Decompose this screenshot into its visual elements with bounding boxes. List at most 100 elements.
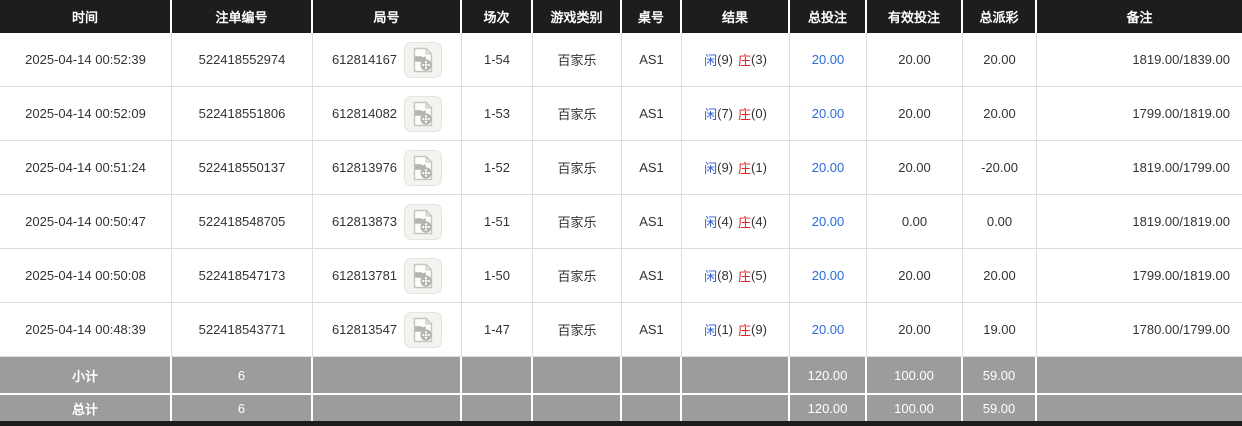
header-cell-total-bet: 总投注 [790,0,867,33]
video-file-icon [413,208,433,234]
cell-total-payout: 20.00 [963,87,1037,140]
result-player-points: (8) [717,268,733,283]
total-bet-link[interactable]: 20.00 [811,52,845,67]
table-header: 时间 注单编号 局号 场次 游戏类别 桌号 结果 总投注 有效投注 总派彩 备注 [0,0,1242,33]
subtotal-cell-empty [313,357,462,393]
cell-table-no: AS1 [622,303,682,356]
cell-time: 2025-04-14 00:50:47 [0,195,172,248]
round-id-text: 612813976 [331,160,398,175]
cell-remark: 1819.00/1839.00 [1132,52,1230,67]
cell-result: 闲 (9) 庄 (3) [682,33,790,86]
cell-session: 1-47 [462,303,533,356]
cell-bet-id: 522418552974 [172,33,313,86]
cell-session: 1-53 [462,87,533,140]
header-cell-valid-bet: 有效投注 [867,0,963,33]
total-bet-link[interactable]: 20.00 [811,268,845,283]
cell-session: 1-52 [462,141,533,194]
cell-total-bet: 20.00 [790,87,867,140]
result-player-label: 闲 [704,215,718,230]
video-replay-button[interactable] [404,203,443,240]
cell-round-id: 612813781 [313,249,462,302]
header-cell-total-payout: 总派彩 [963,0,1037,33]
video-replay-button[interactable] [404,257,443,294]
total-cell-empty [462,395,533,421]
cell-table-no: AS1 [622,195,682,248]
cell-total-payout: 19.00 [963,303,1037,356]
result-player-points: (4) [717,214,733,229]
cell-round-id: 612813873 [313,195,462,248]
table-row: 2025-04-14 00:50:47 522418548705 6128138… [0,195,1242,249]
video-replay-button[interactable] [404,41,443,78]
result-banker-label: 庄 [738,215,752,230]
result-banker-label: 庄 [738,107,752,122]
cell-bet-id: 522418551806 [172,87,313,140]
cell-remark: 1819.00/1819.00 [1132,214,1230,229]
result-banker-label: 庄 [738,323,752,338]
cell-result: 闲 (1) 庄 (9) [682,303,790,356]
cell-time: 2025-04-14 00:48:39 [0,303,172,356]
video-file-icon [413,154,433,180]
video-file-icon [413,100,433,126]
cell-total-payout: 20.00 [963,249,1037,302]
result-player-label: 闲 [704,53,718,68]
cell-valid-bet: 20.00 [867,87,963,140]
cell-valid-bet: 0.00 [867,195,963,248]
cell-session: 1-54 [462,33,533,86]
cell-valid-bet: 20.00 [867,303,963,356]
total-cell-empty [1037,395,1242,421]
result-player-points: (9) [717,52,733,67]
video-replay-button[interactable] [404,311,443,348]
cell-total-bet: 20.00 [790,33,867,86]
round-id-text: 612814167 [331,52,398,67]
round-id-text: 612813873 [331,214,398,229]
cell-total-bet: 20.00 [790,249,867,302]
video-replay-button[interactable] [404,95,443,132]
result-player-label: 闲 [704,323,718,338]
subtotal-cell-empty [462,357,533,393]
cell-table-no: AS1 [622,141,682,194]
result-player-label: 闲 [704,107,718,122]
total-bet-link[interactable]: 20.00 [811,322,845,337]
cell-remark: 1799.00/1819.00 [1132,106,1230,121]
video-replay-button[interactable] [404,149,443,186]
total-bet-link[interactable]: 20.00 [811,106,845,121]
result-banker-label: 庄 [738,53,752,68]
result-player-points: (9) [717,160,733,175]
header-cell-round-id: 局号 [313,0,462,33]
cell-remark: 1799.00/1819.00 [1132,268,1230,283]
cell-result: 闲 (8) 庄 (5) [682,249,790,302]
total-valid-bet: 100.00 [867,395,963,421]
result-banker-points: (9) [751,322,767,337]
cell-game-type: 百家乐 [533,87,622,140]
cell-table-no: AS1 [622,87,682,140]
total-cell-empty [533,395,622,421]
total-bet-link[interactable]: 20.00 [811,160,845,175]
cell-time: 2025-04-14 00:51:24 [0,141,172,194]
subtotal-total-bet: 120.00 [790,357,867,393]
cell-valid-bet: 20.00 [867,33,963,86]
total-bet-link[interactable]: 20.00 [811,214,845,229]
header-cell-table-no: 桌号 [622,0,682,33]
result-player-points: (7) [717,106,733,121]
round-id-text: 612813781 [331,268,398,283]
result-banker-points: (5) [751,268,767,283]
total-total-payout: 59.00 [963,395,1037,421]
cell-round-id: 612814082 [313,87,462,140]
cell-table-no: AS1 [622,249,682,302]
result-player-label: 闲 [704,161,718,176]
total-cell-empty [622,395,682,421]
subtotal-cell-empty [682,357,790,393]
result-player-points: (1) [717,322,733,337]
total-label: 总计 [0,395,172,421]
subtotal-cell-empty [622,357,682,393]
cell-game-type: 百家乐 [533,141,622,194]
cell-total-payout: 0.00 [963,195,1037,248]
header-cell-remark: 备注 [1126,10,1153,25]
cell-total-bet: 20.00 [790,195,867,248]
cell-time: 2025-04-14 00:52:39 [0,33,172,86]
cell-bet-id: 522418548705 [172,195,313,248]
cell-time: 2025-04-14 00:50:08 [0,249,172,302]
next-table-header-strip [0,421,1242,426]
cell-result: 闲 (9) 庄 (1) [682,141,790,194]
